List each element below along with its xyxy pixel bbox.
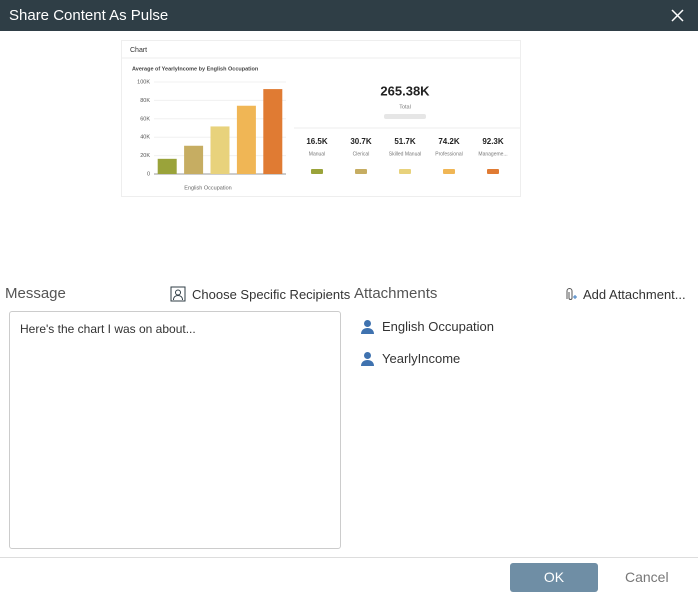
kpi-label: Manageme... [478, 151, 507, 157]
recipients-icon [170, 286, 186, 302]
choose-recipients[interactable]: Choose Specific Recipients [192, 287, 351, 302]
attach-icon [566, 288, 577, 300]
message-text: Here's the chart I was on about... [20, 322, 196, 336]
y-tick-label: 100K [137, 79, 150, 85]
kpi-value: 16.5K [306, 137, 328, 146]
kpi-swatch [399, 169, 411, 174]
message-label: Message [5, 285, 66, 302]
kpi-label: Professional [435, 151, 463, 157]
bar [263, 89, 283, 174]
bar [157, 158, 177, 174]
person-icon [361, 320, 374, 334]
kpi-value: 74.2K [438, 137, 460, 146]
y-tick-label: 80K [140, 98, 150, 104]
attachment-name: YearlyIncome [382, 351, 461, 366]
chart-preview: Chart Average of YearlyIncome by English… [121, 40, 521, 197]
kpi-value: 51.7K [394, 137, 416, 146]
cancel-button[interactable]: Cancel [625, 569, 669, 585]
y-tick-label: 0 [147, 171, 150, 177]
add-attachment[interactable]: Add Attachment... [583, 287, 686, 302]
close-button[interactable] [671, 9, 684, 22]
bar [184, 145, 204, 174]
message-box[interactable]: Here's the chart I was on about... [9, 311, 341, 549]
attachment-name: English Occupation [382, 319, 495, 334]
kpi-label: Manual [309, 151, 325, 157]
y-tick-label: 20K [140, 153, 150, 159]
kpi-label: Clerical [353, 151, 370, 157]
kpi-swatch [355, 169, 367, 174]
dialog-header: Share Content As Pulse [0, 0, 698, 31]
y-tick-label: 60K [140, 116, 150, 122]
kpi-label: Skilled Manual [389, 151, 422, 157]
y-tick-label: 40K [140, 135, 150, 141]
footer-divider [0, 557, 698, 558]
attachments-label: Attachments [354, 285, 438, 302]
bar [210, 126, 230, 174]
bar [236, 105, 256, 174]
kpi-swatch [443, 169, 455, 174]
chart-title: Chart [130, 47, 147, 54]
x-axis-label: English Occupation [184, 185, 231, 191]
kpi-swatch [311, 169, 323, 174]
kpi-value: 92.3K [482, 137, 504, 146]
person-icon [361, 352, 374, 366]
kpi-value: 30.7K [350, 137, 372, 146]
ok-button[interactable]: OK [510, 563, 598, 592]
kpi-swatch [487, 169, 499, 174]
dialog-title: Share Content As Pulse [9, 7, 169, 24]
chart-subtitle: Average of YearlyIncome by English Occup… [132, 66, 259, 72]
total-caption: Total [399, 104, 411, 110]
total-value: 265.38K [380, 83, 430, 98]
